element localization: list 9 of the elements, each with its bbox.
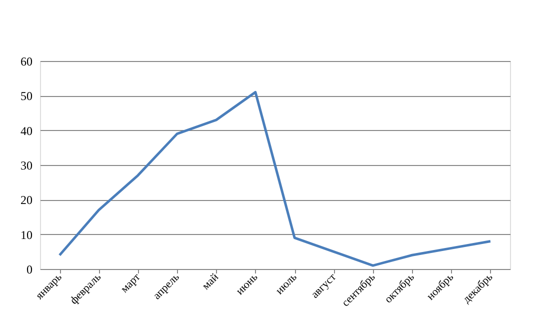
y-tick-label: 30 — [20, 158, 32, 172]
y-tick-label: 60 — [20, 54, 32, 68]
x-tick-label: май — [200, 271, 222, 292]
y-tick-label: 10 — [20, 228, 32, 242]
y-tick-label: 50 — [20, 89, 32, 104]
y-tick-label: 40 — [20, 124, 32, 138]
line-series — [58, 90, 492, 267]
y-tick-label: 0 — [26, 262, 32, 276]
y-tick-label: 20 — [20, 193, 32, 208]
